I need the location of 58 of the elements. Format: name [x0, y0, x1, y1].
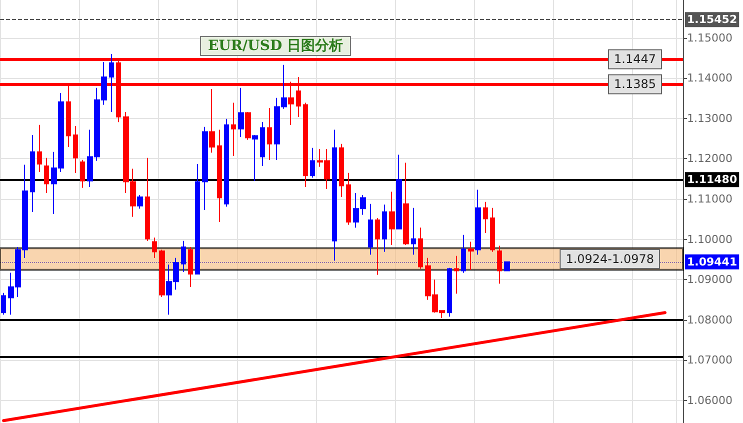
candlestick — [375, 217, 380, 276]
candlestick — [80, 159, 85, 188]
candlestick — [267, 107, 272, 160]
candlestick — [475, 189, 481, 256]
candlestick — [252, 134, 258, 182]
candlestick — [497, 245, 502, 284]
ref-line-label: 1.15452 — [687, 13, 738, 26]
candlestick — [37, 124, 42, 173]
y-tick-label: 1.09000 — [687, 273, 732, 286]
candlestick — [396, 154, 402, 230]
candlestick — [209, 88, 215, 154]
candlestick — [152, 237, 157, 258]
candlestick — [454, 255, 459, 294]
y-tick-label: 1.15000 — [687, 31, 732, 44]
candlestick — [44, 157, 49, 194]
candlestick — [303, 102, 308, 188]
candlestick — [145, 157, 150, 242]
candlestick — [73, 126, 78, 174]
y-tick-label: 1.13000 — [687, 112, 732, 125]
candlestick — [339, 143, 344, 198]
y-tick-label: 1.12000 — [687, 152, 732, 166]
candlestick — [368, 203, 373, 256]
candlestick — [202, 126, 208, 210]
ref-line-label: 1.1447 — [614, 52, 656, 66]
candlestick — [411, 207, 416, 256]
band-label: 1.0924-1.0978 — [566, 252, 654, 266]
candlestick — [224, 118, 229, 208]
candlestick — [137, 194, 143, 210]
y-tick-label: 1.11000 — [687, 192, 732, 206]
candlestick — [217, 129, 222, 222]
ref-line-label: 1.09441 — [687, 255, 738, 268]
candlestick — [468, 241, 474, 270]
y-tick-label: 1.06000 — [687, 394, 732, 407]
candlestick — [159, 249, 165, 298]
y-tick-label: 1.08000 — [687, 313, 732, 326]
candlestick — [1, 292, 6, 316]
candlestick — [231, 102, 236, 156]
candlestick — [346, 172, 351, 226]
y-tick-label: 1.14000 — [687, 72, 732, 85]
candlestick — [188, 246, 193, 288]
y-tick-label: 1.10000 — [687, 232, 732, 246]
candlestick — [109, 53, 114, 112]
ref-line-label: 1.1385 — [614, 77, 656, 92]
candlestick — [310, 147, 315, 178]
ref-line-label: 1.11480 — [687, 173, 738, 186]
candlestick — [403, 162, 409, 246]
candlestick — [260, 122, 265, 166]
candlestick — [30, 134, 35, 212]
candlestick — [490, 207, 495, 252]
candlestick — [447, 267, 452, 318]
candlestick — [389, 191, 395, 246]
candlestick — [483, 201, 488, 234]
candlestick — [418, 227, 423, 270]
text: EUR/USD 日图分析 — [208, 38, 343, 54]
candlestick — [238, 87, 244, 138]
candlestick — [382, 204, 387, 252]
candlestick — [245, 111, 251, 140]
y-tick-label: 1.07000 — [687, 354, 732, 367]
